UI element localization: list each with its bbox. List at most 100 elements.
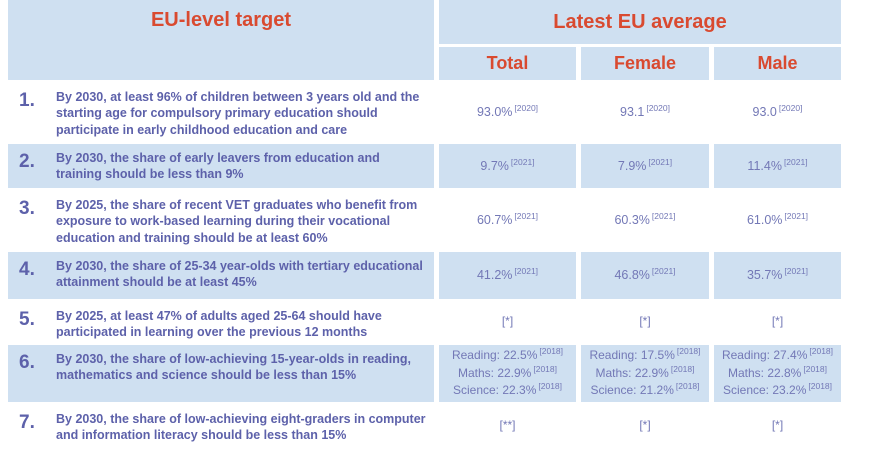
- value-cell-3-male: 61.0% [2021]: [714, 191, 841, 249]
- value-cell-5-total: [*]: [439, 302, 576, 342]
- value-cell-5-male: [*]: [714, 302, 841, 342]
- value: Science: 22.3% [2018]: [452, 381, 563, 398]
- target-cell-7: 7. By 2030, the share of low-achieving e…: [8, 405, 434, 447]
- year-note: [2021]: [784, 210, 809, 221]
- value-cell-1-total: 93.0% [2020]: [439, 83, 576, 141]
- year-note: [2018]: [538, 381, 563, 392]
- value: 46.8% [2021]: [614, 266, 676, 283]
- row-number: 4.: [19, 259, 35, 280]
- header-female-label: Female: [613, 53, 677, 73]
- value: 93.1 [2020]: [620, 102, 670, 119]
- year-note: [2020]: [778, 102, 803, 113]
- value: [*]: [771, 314, 784, 329]
- target-text: By 2025, the share of recent VET graduat…: [56, 198, 418, 245]
- value-cell-3-female: 60.3% [2021]: [581, 191, 709, 249]
- value-cell-3-total: 60.7% [2021]: [439, 191, 576, 249]
- header-female: Female: [581, 47, 709, 80]
- year-note: [2020]: [514, 102, 539, 113]
- year-note: [2021]: [651, 266, 676, 277]
- value: Reading: 27.4% [2018]: [721, 346, 834, 363]
- row-number: 7.: [19, 412, 35, 433]
- value-cell-2-total: 9.7% [2021]: [439, 144, 576, 188]
- eu-targets-table: EU-level target Latest EU average Total …: [8, 0, 841, 447]
- target-text: By 2030, the share of 25-34 year-olds wi…: [56, 259, 423, 290]
- year-note: [2020]: [646, 102, 670, 113]
- value-cell-6-female: Reading: 17.5% [2018] Maths: 22.9% [2018] …: [581, 345, 709, 402]
- value: 93.0 [2020]: [752, 102, 803, 119]
- value: 93.0% [2020]: [476, 102, 539, 119]
- header-latest-eu-average-label: Latest EU average: [553, 10, 727, 33]
- value-cell-5-female: [*]: [581, 302, 709, 342]
- value: [*]: [501, 314, 514, 329]
- value-cell-7-female: [*]: [581, 405, 709, 447]
- header-male: Male: [714, 47, 841, 80]
- year-note: [2021]: [510, 156, 535, 167]
- value-cell-6-total: Reading: 22.5% [2018] Maths: 22.9% [2018] …: [439, 345, 576, 402]
- value: 41.2% [2021]: [476, 266, 539, 283]
- value: [*]: [639, 314, 651, 329]
- target-cell-1: 1. By 2030, at least 96% of children bet…: [8, 83, 434, 141]
- year-note: [2021]: [783, 156, 808, 167]
- value-cell-7-total: [**]: [439, 405, 576, 447]
- year-note: [2018]: [539, 346, 564, 357]
- target-text: By 2030, the share of early leavers from…: [56, 151, 380, 182]
- row-number: 1.: [19, 90, 35, 111]
- year-note: [2021]: [514, 266, 539, 277]
- value: [*]: [639, 418, 651, 433]
- value-cell-4-male: 35.7% [2021]: [714, 252, 841, 299]
- target-cell-6: 6. By 2030, the share of low-achieving 1…: [8, 345, 434, 402]
- year-note: [2021]: [651, 210, 676, 221]
- row-number: 5.: [19, 309, 35, 330]
- year-note: [2021]: [648, 156, 673, 167]
- value: Science: 21.2% [2018]: [590, 381, 700, 398]
- target-cell-3: 3. By 2025, the share of recent VET grad…: [8, 191, 434, 249]
- year-note: [2021]: [784, 266, 809, 277]
- value-cell-6-male: Reading: 27.4% [2018] Maths: 22.8% [2018] …: [714, 345, 841, 402]
- year-note: [2018]: [533, 363, 557, 374]
- value: [*]: [771, 418, 784, 433]
- value: 60.7% [2021]: [476, 210, 539, 227]
- year-note: [2021]: [514, 210, 539, 221]
- year-note: [2018]: [675, 381, 700, 392]
- target-cell-2: 2. By 2030, the share of early leavers f…: [8, 144, 434, 188]
- value: 60.3% [2021]: [614, 210, 676, 227]
- target-cell-5: 5. By 2025, at least 47% of adults aged …: [8, 302, 434, 342]
- value: Maths: 22.9% [2018]: [457, 363, 557, 380]
- target-text: By 2030, the share of low-achieving eigh…: [56, 412, 426, 443]
- value: Science: 23.2% [2018]: [722, 381, 833, 398]
- value-cell-1-male: 93.0 [2020]: [714, 83, 841, 141]
- header-eu-level-target-label: EU-level target: [150, 9, 292, 31]
- header-male-label: Male: [757, 53, 798, 73]
- row-number: 3.: [19, 198, 35, 219]
- value-cell-2-male: 11.4% [2021]: [714, 144, 841, 188]
- year-note: [2018]: [809, 346, 834, 357]
- row-number: 2.: [19, 151, 35, 172]
- year-note: [2018]: [676, 346, 701, 357]
- value: 7.9% [2021]: [617, 156, 673, 173]
- value: [**]: [499, 418, 516, 433]
- value-cell-4-female: 46.8% [2021]: [581, 252, 709, 299]
- value: 11.4% [2021]: [747, 156, 808, 173]
- value: 35.7% [2021]: [746, 266, 809, 283]
- value: Maths: 22.9% [2018]: [595, 363, 695, 380]
- value-cell-2-female: 7.9% [2021]: [581, 144, 709, 188]
- value-cell-4-total: 41.2% [2021]: [439, 252, 576, 299]
- header-latest-eu-average: Latest EU average: [439, 0, 841, 44]
- target-text: By 2030, the share of low-achieving 15-y…: [56, 352, 411, 383]
- year-note: [2018]: [808, 381, 833, 392]
- year-note: [2018]: [803, 363, 827, 374]
- year-note: [2018]: [670, 363, 695, 374]
- target-cell-4: 4. By 2030, the share of 25-34 year-olds…: [8, 252, 434, 299]
- target-text: By 2025, at least 47% of adults aged 25-…: [56, 309, 382, 340]
- value: Reading: 17.5% [2018]: [589, 346, 701, 363]
- value-cell-1-female: 93.1 [2020]: [581, 83, 709, 141]
- value: 9.7% [2021]: [480, 156, 535, 173]
- header-total-label: Total: [486, 53, 529, 73]
- header-eu-level-target: EU-level target: [8, 0, 434, 80]
- target-text: By 2030, at least 96% of children betwee…: [56, 90, 420, 137]
- row-number: 6.: [19, 352, 35, 373]
- header-total: Total: [439, 47, 576, 80]
- value: Reading: 22.5% [2018]: [451, 346, 564, 363]
- value: Maths: 22.8% [2018]: [727, 363, 827, 380]
